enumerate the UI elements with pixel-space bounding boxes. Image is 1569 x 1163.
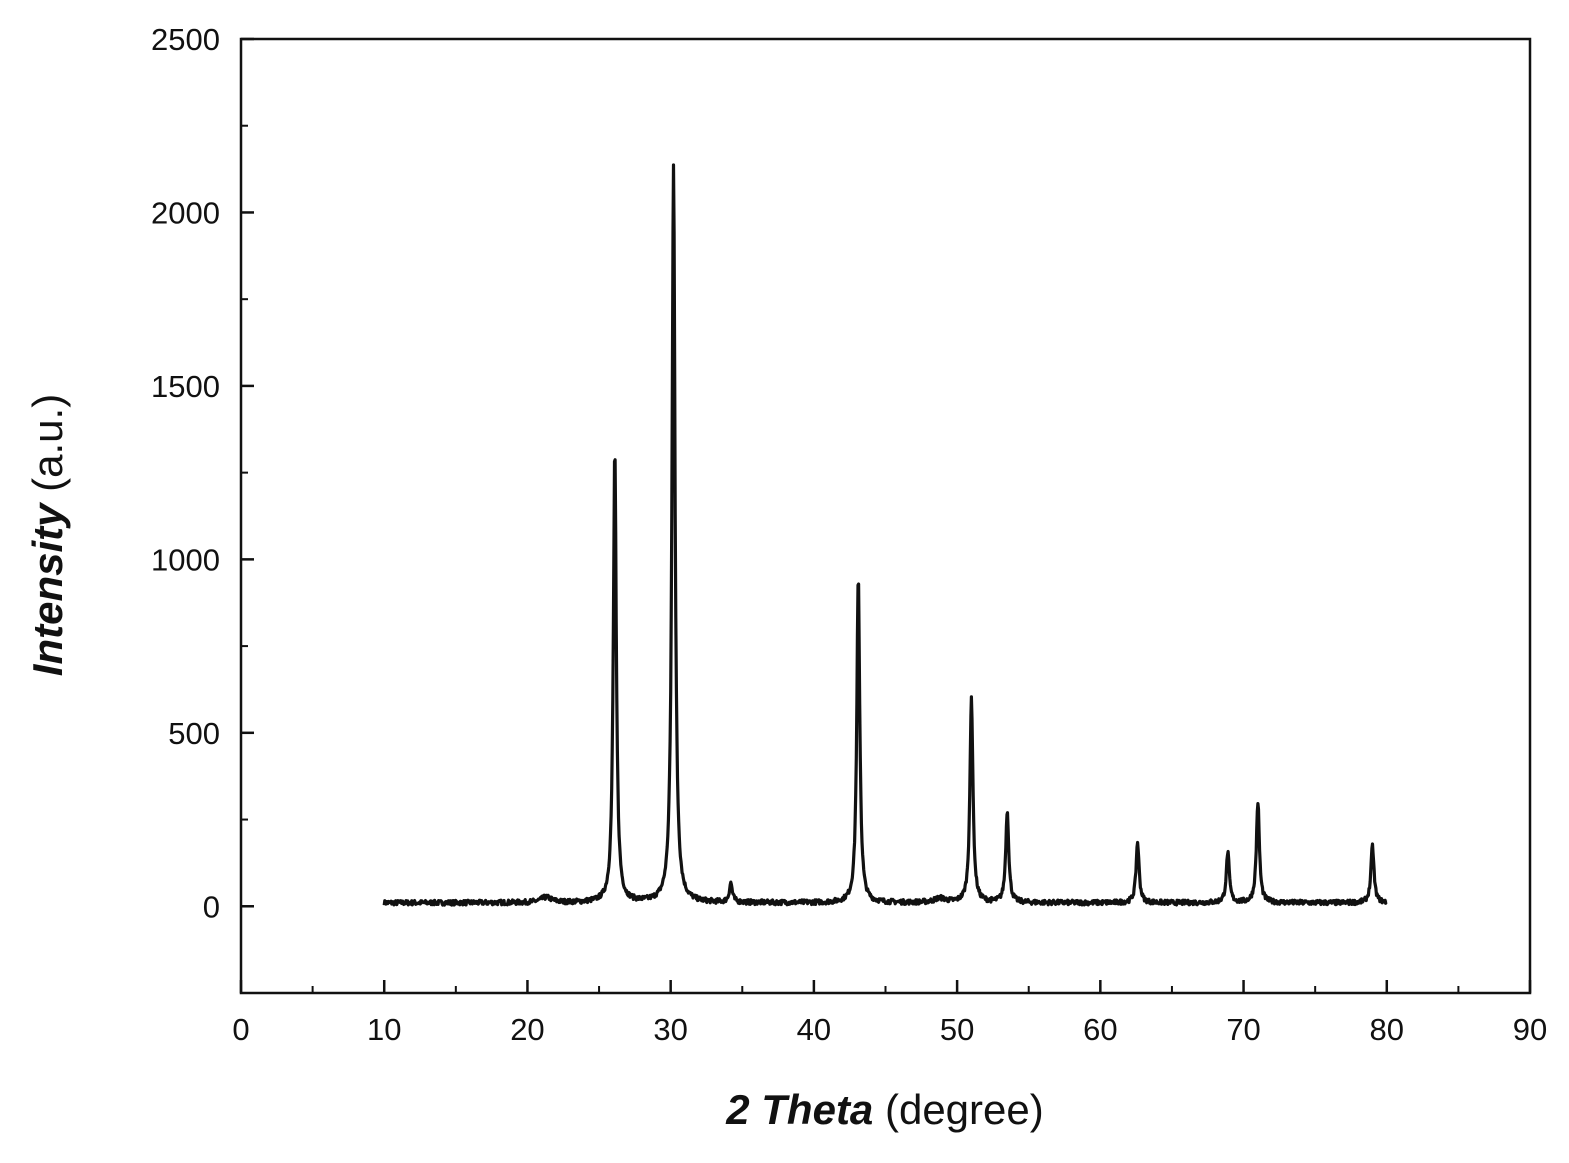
- y-ticks: 0 500 1000 1500 2000 2500: [151, 22, 254, 994]
- x-tick-label: 80: [1370, 1012, 1404, 1047]
- x-tick-label: 60: [1083, 1012, 1117, 1047]
- y-axis-title: Intensity (a.u.): [24, 394, 71, 676]
- x-tick-label: 40: [797, 1012, 831, 1047]
- x-tick-label: 50: [940, 1012, 974, 1047]
- x-tick-label: 20: [510, 1012, 544, 1047]
- y-tick-label: 1500: [151, 369, 220, 404]
- y-tick-label: 500: [168, 716, 220, 751]
- x-tick-label: 30: [653, 1012, 687, 1047]
- y-tick-label: 2500: [151, 22, 220, 57]
- x-tick-label: 10: [367, 1012, 401, 1047]
- x-ticks: 0 10 20 30 40 50 60 70 80 90: [232, 980, 1547, 1047]
- y-tick-label: 2000: [151, 195, 220, 230]
- x-tick-label: 0: [232, 1012, 249, 1047]
- plot-frame: [239, 37, 1532, 995]
- y-tick-label: 1000: [151, 542, 220, 577]
- series-line-intensity: [382, 163, 1388, 907]
- x-axis-title: 2 Theta (degree): [725, 1086, 1043, 1133]
- x-tick-label: 90: [1513, 1012, 1547, 1047]
- y-tick-label: 0: [203, 889, 220, 924]
- x-tick-label: 70: [1226, 1012, 1260, 1047]
